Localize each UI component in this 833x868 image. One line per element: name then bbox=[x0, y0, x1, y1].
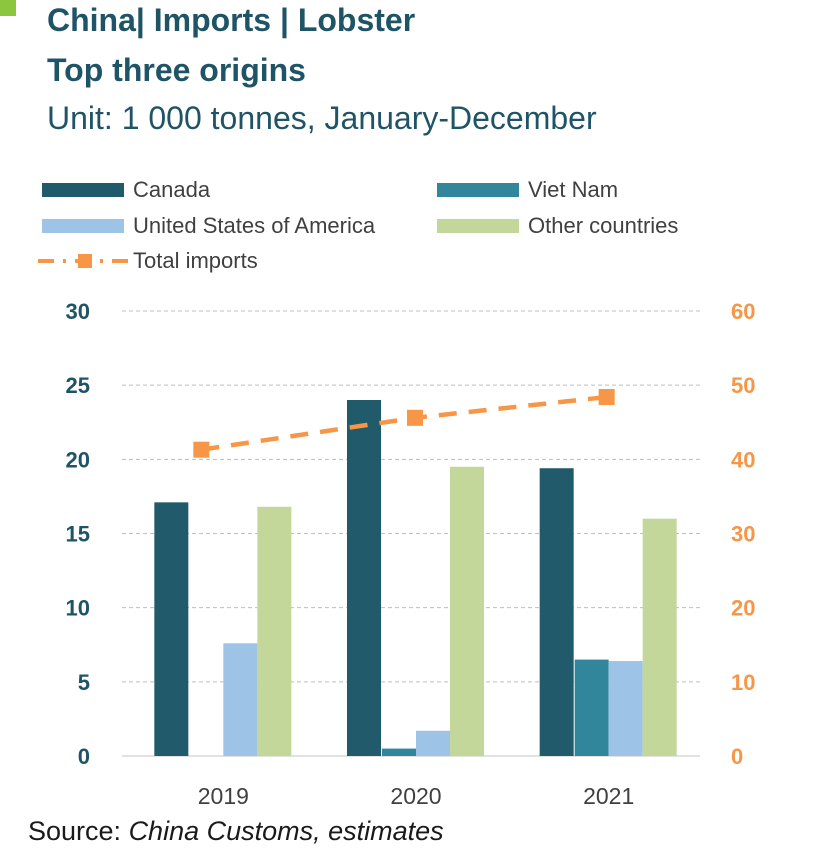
marker-total-imports bbox=[598, 389, 615, 406]
y-left-tick-label: 15 bbox=[66, 522, 90, 547]
bar-usa bbox=[608, 661, 643, 756]
y-left-tick-label: 5 bbox=[78, 670, 90, 695]
y-left-tick-label: 20 bbox=[66, 447, 90, 472]
legend-swatch-vietnam bbox=[437, 183, 519, 197]
bar-canada bbox=[154, 502, 189, 756]
legend-label-other: Other countries bbox=[528, 213, 679, 238]
chart-title: China| Imports | Lobster bbox=[47, 2, 416, 38]
legend-label-canada: Canada bbox=[133, 177, 211, 202]
legend-swatch-total bbox=[38, 254, 130, 268]
bar-vietnam bbox=[382, 748, 416, 756]
y-right-tick-label: 60 bbox=[731, 299, 755, 324]
y-left-tick-label: 10 bbox=[66, 596, 90, 621]
bar-canada bbox=[539, 468, 574, 756]
x-tick-label: 2019 bbox=[198, 783, 249, 809]
y-left-tick-label: 0 bbox=[78, 744, 90, 769]
y-right-tick-label: 0 bbox=[731, 744, 743, 769]
bar-usa bbox=[416, 730, 450, 756]
source-note: Source: China Customs, estimates bbox=[28, 816, 444, 847]
bar-vietnam bbox=[574, 659, 609, 756]
x-tick-label: 2021 bbox=[583, 783, 634, 809]
y-right-tick-label: 20 bbox=[731, 596, 755, 621]
legend-label-total: Total imports bbox=[133, 248, 258, 273]
source-text: China Customs, estimates bbox=[128, 816, 444, 846]
y-right-tick-label: 30 bbox=[731, 522, 755, 547]
legend-swatch-canada bbox=[42, 183, 124, 197]
corner-accent bbox=[0, 0, 16, 16]
marker-total-imports bbox=[407, 409, 423, 426]
legend-label-usa: United States of America bbox=[133, 213, 376, 238]
bar-other bbox=[642, 518, 677, 756]
bar-usa bbox=[223, 643, 258, 756]
x-tick-label: 2020 bbox=[390, 783, 441, 809]
y-left-tick-label: 25 bbox=[66, 373, 90, 398]
y-right-tick-label: 10 bbox=[731, 670, 755, 695]
legend-swatch-usa bbox=[42, 219, 124, 233]
y-right-tick-label: 50 bbox=[731, 373, 755, 398]
bar-other bbox=[257, 506, 292, 756]
chart-subtitle: Top three origins bbox=[47, 52, 306, 88]
legend-swatch-other bbox=[437, 219, 519, 233]
line-total-imports bbox=[201, 394, 607, 452]
legend-label-vietnam: Viet Nam bbox=[528, 177, 619, 202]
chart-unit: Unit: 1 000 tonnes, January-December bbox=[47, 100, 597, 136]
y-right-tick-label: 40 bbox=[731, 447, 755, 472]
bar-canada bbox=[347, 400, 381, 756]
marker-total-imports bbox=[193, 441, 210, 458]
bar-other bbox=[450, 466, 484, 756]
source-prefix: Source: bbox=[28, 816, 129, 846]
y-left-tick-label: 30 bbox=[66, 299, 90, 324]
